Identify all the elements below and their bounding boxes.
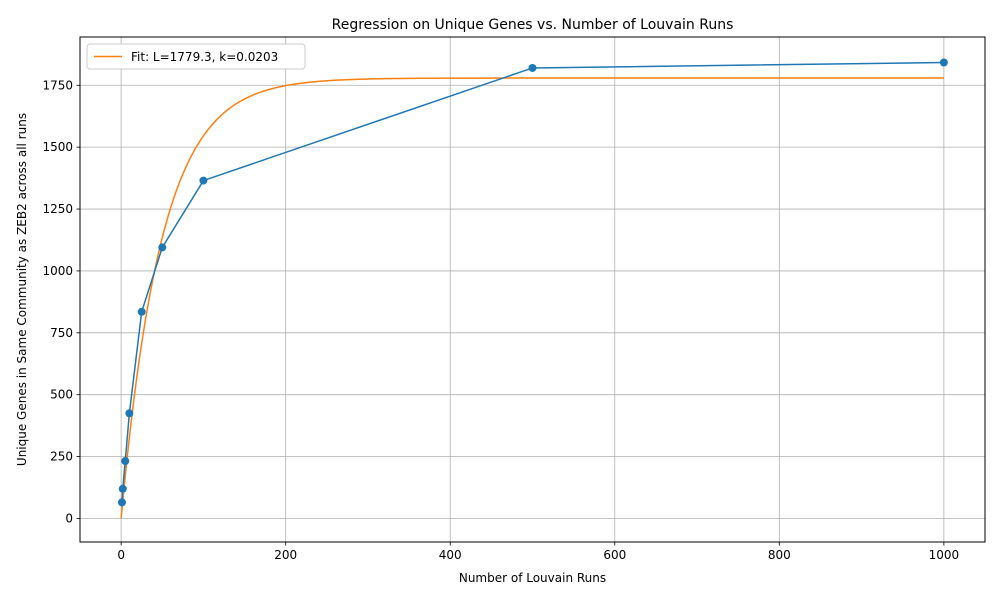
chart-title: Regression on Unique Genes vs. Number of… — [332, 17, 734, 33]
data-point — [121, 457, 130, 466]
x-axis-label: Number of Louvain Runs — [459, 571, 606, 585]
series-layer — [117, 58, 948, 519]
y-tick-label: 1750 — [42, 78, 73, 92]
x-tick-label: 600 — [603, 548, 626, 562]
x-tick-label: 400 — [439, 548, 462, 562]
y-tick-label: 250 — [50, 450, 73, 464]
legend-box — [86, 43, 306, 70]
y-tick-label: 1500 — [42, 140, 73, 154]
y-tick-label: 0 — [65, 511, 73, 525]
x-tick-label: 800 — [768, 548, 791, 562]
legend: Fit: L=1779.3, k=0.0203 — [86, 43, 306, 70]
legend-fit-label: Fit: L=1779.3, k=0.0203 — [131, 50, 278, 64]
y-tick-label: 1000 — [42, 264, 73, 278]
y-axis-label: Unique Genes in Same Community as ZEB2 a… — [15, 113, 29, 466]
plot-area — [80, 37, 985, 542]
axis-ticks: 0 200 400 600 800 1000 0 250 500 750 1000 1250 1500 1… — [42, 78, 959, 562]
y-tick-label: 750 — [50, 326, 73, 340]
data-point — [939, 58, 948, 67]
fit-curve — [120, 77, 944, 519]
y-tick-label: 500 — [50, 388, 73, 402]
data-point — [117, 498, 126, 507]
data-point — [118, 484, 127, 493]
plot-frame — [79, 36, 986, 543]
data-point — [125, 409, 134, 418]
x-tick-label: 1000 — [929, 548, 960, 562]
data-point — [137, 307, 146, 316]
data-point — [158, 243, 167, 252]
grid-lines — [80, 37, 985, 542]
x-tick-label: 200 — [274, 548, 297, 562]
y-tick-label: 1250 — [42, 202, 73, 216]
data-point — [199, 176, 208, 185]
x-tick-label: 0 — [117, 548, 125, 562]
data-point — [528, 63, 537, 72]
